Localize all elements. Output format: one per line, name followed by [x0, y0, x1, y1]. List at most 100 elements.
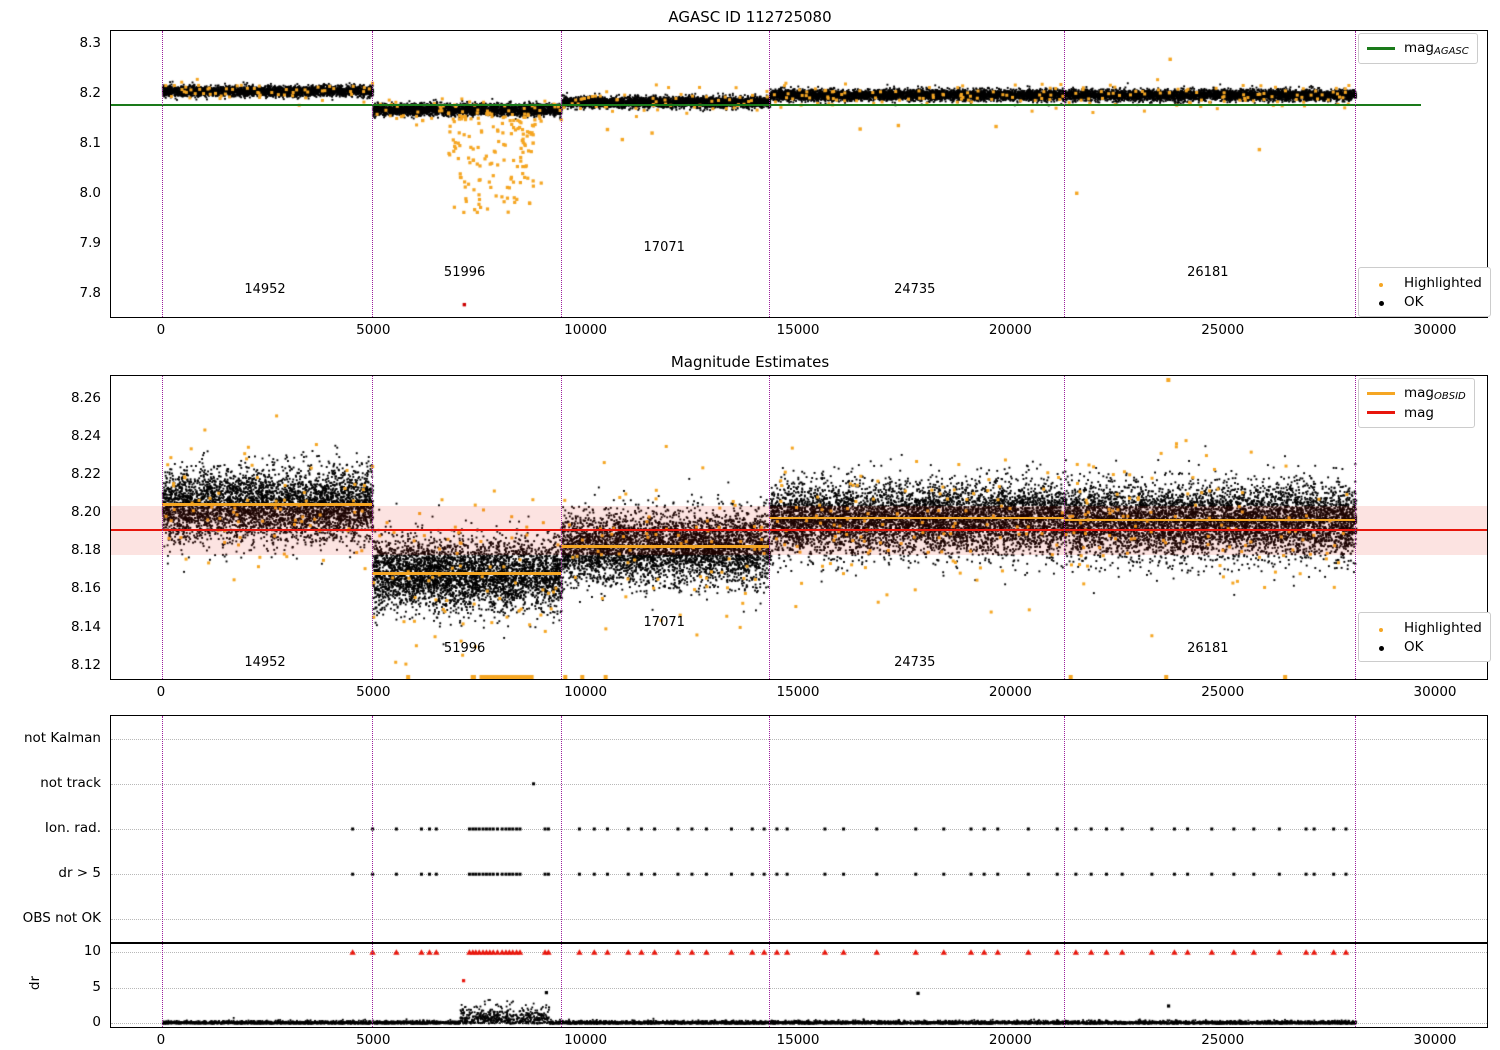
legend-dot-swatch — [1367, 639, 1395, 655]
legend-mag-agasc[interactable]: magAGASC — [1358, 33, 1478, 64]
x-tick-label: 15000 — [776, 322, 820, 338]
dr-tick-label: 5 — [92, 978, 101, 995]
legend-label: OK — [1404, 638, 1424, 655]
mag-obsid-segment — [161, 503, 373, 506]
dr-axis-label: dr — [27, 975, 44, 990]
legend-label: Highlighted — [1404, 274, 1482, 291]
y-tick-label: 8.18 — [70, 542, 101, 559]
y-tick — [110, 144, 111, 145]
legend-dot-swatch — [1367, 294, 1395, 310]
obsid-label: 26181 — [1187, 641, 1229, 657]
axes-magnitude-estimates — [110, 375, 1488, 680]
y-tick-label: 8.2 — [79, 84, 101, 101]
x-tick-label: 0 — [156, 1032, 166, 1048]
y-tick — [110, 666, 111, 667]
y-tick — [110, 44, 111, 45]
panel-magnitudes: AGASC ID 112725080 7.8 7.9 8.0 8.1 8.2 8.3 0 50… — [0, 0, 1500, 350]
x-tick — [1436, 1027, 1437, 1028]
legend-entry: magAGASC — [1367, 39, 1469, 58]
obsid-divider — [561, 944, 563, 1027]
y-tick-label: 8.22 — [70, 466, 101, 483]
y-tick-label: 8.3 — [79, 34, 101, 51]
mag-obsid-segment — [1064, 518, 1356, 522]
y-tick-label: 8.24 — [70, 427, 101, 444]
x-tick — [799, 1027, 800, 1028]
y-tick-label: 7.9 — [79, 235, 101, 252]
obsid-label: 14952 — [244, 654, 286, 670]
obsid-divider — [769, 944, 771, 1027]
obsid-divider — [372, 31, 374, 317]
obsid-divider — [769, 716, 771, 942]
obsid-divider — [1355, 716, 1357, 942]
x-tick — [799, 679, 800, 680]
legend-label: mag — [1404, 404, 1434, 421]
legend-point-classes[interactable]: Highlighted OK — [1358, 267, 1491, 317]
y-tick-label: 8.26 — [70, 389, 101, 406]
legend-label: magOBSID — [1404, 385, 1466, 402]
obsid-divider — [161, 944, 163, 1027]
x-tick — [374, 1027, 375, 1028]
legend-dot — [1379, 282, 1383, 287]
x-tick — [1436, 679, 1437, 680]
mag-obsid-segment — [561, 545, 770, 548]
x-tick — [374, 679, 375, 680]
legend-entry: mag — [1367, 403, 1466, 422]
panel-flags: not Kalman not track Ion. rad. dr > 5 OBS no… — [0, 715, 1500, 1050]
mag-obsid-segment — [372, 571, 562, 575]
figure-title: AGASC ID 112725080 — [668, 8, 832, 26]
legend-dot — [1378, 645, 1384, 651]
flag-row-label: dr > 5 — [58, 865, 101, 882]
panel-magnitude-estimates: Magnitude Estimates 8.12 8.14 8.16 8.18 8.20… — [0, 350, 1500, 700]
y-tick-label: 8.16 — [70, 580, 101, 597]
obsid-divider — [1355, 376, 1357, 679]
flag-row-label: Ion. rad. — [44, 820, 101, 836]
obsid-divider — [1064, 31, 1066, 317]
obsid-label: 14952 — [244, 281, 286, 297]
obsid-divider — [1064, 716, 1066, 942]
dr-points-canvas — [111, 944, 1487, 1027]
y-tick — [110, 437, 111, 438]
legend-mag-lines[interactable]: magOBSID mag — [1358, 378, 1475, 428]
x-tick — [1436, 317, 1437, 318]
legend-label: magAGASC — [1404, 40, 1469, 57]
x-tick-label: 30000 — [1413, 1032, 1457, 1048]
obsid-divider — [372, 716, 374, 942]
obsid-divider — [561, 376, 563, 679]
y-tick — [110, 244, 111, 245]
legend-point-classes-2[interactable]: Highlighted OK — [1358, 612, 1491, 662]
y-tick — [110, 551, 111, 552]
x-tick-label: 15000 — [776, 684, 820, 700]
obsid-divider — [1355, 944, 1357, 1027]
y-tick — [110, 628, 111, 629]
flag-row-label: not Kalman — [23, 729, 101, 746]
x-tick — [587, 679, 588, 680]
legend-dot — [1378, 300, 1384, 306]
legend-line-swatch — [1367, 47, 1395, 50]
x-tick — [587, 1027, 588, 1028]
panel2-title: Magnitude Estimates — [670, 353, 830, 371]
x-tick-label: 10000 — [564, 322, 608, 338]
x-tick — [162, 679, 163, 680]
y-tick — [110, 94, 111, 95]
y-tick — [110, 513, 111, 514]
obsid-divider — [372, 944, 374, 1027]
obsid-label: 51996 — [443, 265, 486, 281]
x-tick-label: 5000 — [356, 1032, 391, 1048]
x-tick-label: 30000 — [1413, 322, 1457, 338]
obsid-label: 24735 — [894, 654, 936, 670]
x-tick — [799, 317, 800, 318]
y-tick — [110, 294, 111, 295]
x-tick-label: 20000 — [988, 1032, 1032, 1048]
legend-dot-swatch — [1367, 620, 1395, 636]
scatter-canvas-estimates — [111, 376, 1487, 679]
x-tick-label: 25000 — [1201, 1032, 1245, 1048]
mag-line — [111, 529, 1487, 532]
x-tick — [1011, 679, 1012, 680]
obsid-divider — [1064, 944, 1066, 1027]
legend-dot-swatch — [1367, 275, 1395, 291]
x-tick-label: 5000 — [356, 322, 391, 338]
obsid-label: 17071 — [643, 240, 685, 256]
flag-points-canvas — [111, 716, 1487, 942]
obsid-label: 24735 — [894, 281, 936, 297]
obsid-divider — [161, 376, 163, 679]
